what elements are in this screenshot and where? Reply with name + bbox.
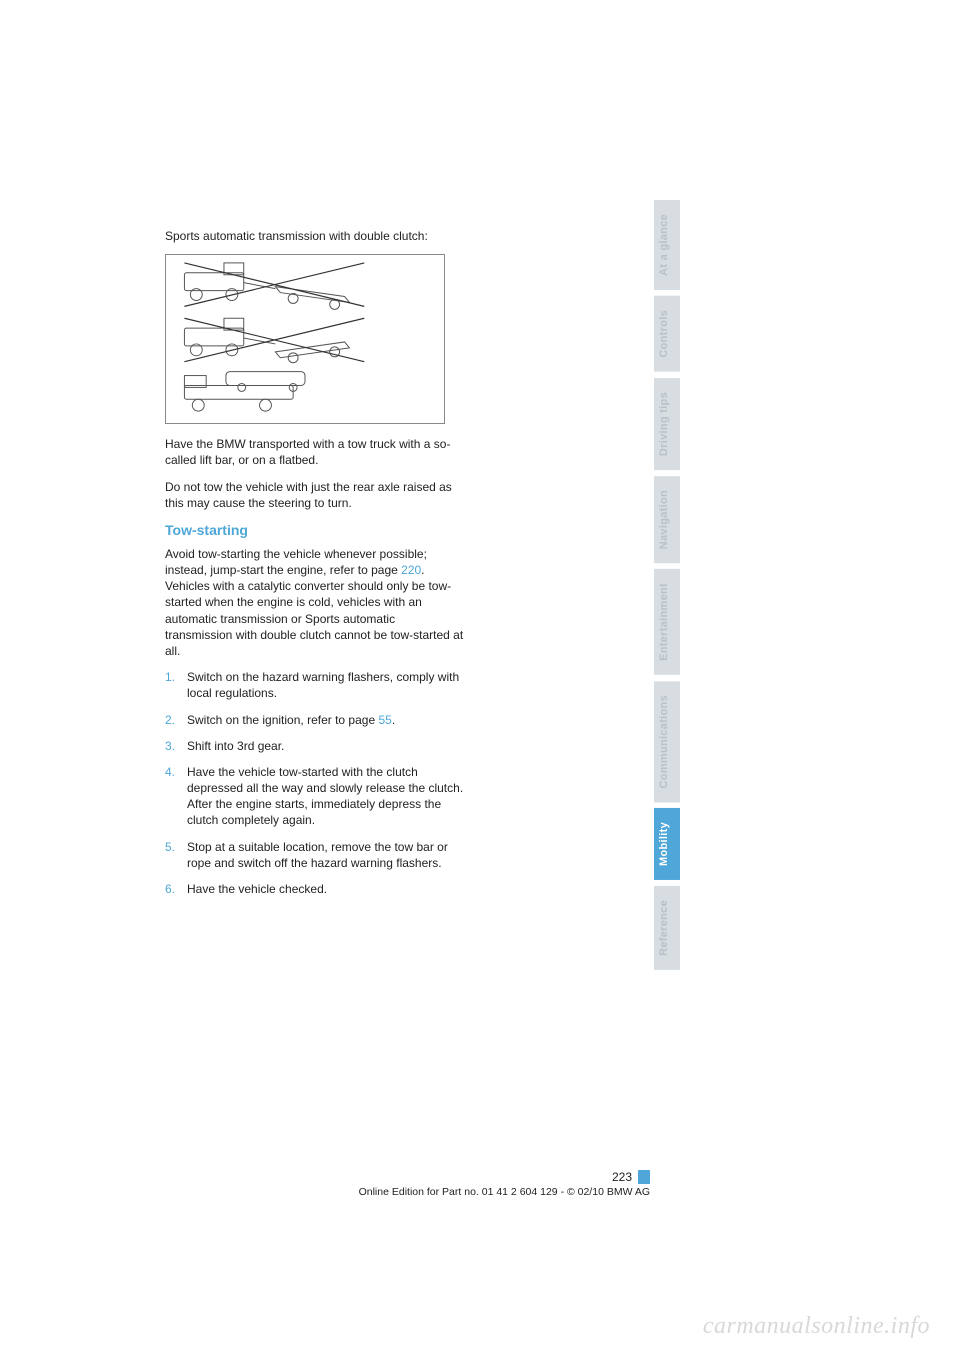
- towing-diagram: [165, 254, 445, 424]
- page-marker-icon: [638, 1170, 650, 1184]
- manual-page: At a glance Controls Driving tips Naviga…: [0, 0, 820, 1240]
- heading-tow-starting: Tow-starting: [165, 521, 465, 540]
- text: Avoid tow-starting the vehicle whenever …: [165, 547, 427, 577]
- list-item: 1. Switch on the hazard warning flashers…: [165, 669, 465, 701]
- tab-mobility[interactable]: Mobility: [654, 808, 680, 880]
- tab-navigation[interactable]: Navigation: [654, 476, 680, 563]
- step-number: 6.: [165, 881, 187, 897]
- tab-controls[interactable]: Controls: [654, 296, 680, 372]
- list-item: 3. Shift into 3rd gear.: [165, 738, 465, 754]
- page-ref-55[interactable]: 55: [378, 713, 391, 727]
- step-text: Have the vehicle checked.: [187, 881, 465, 897]
- page-ref-220[interactable]: 220: [401, 563, 421, 577]
- intro-text: Sports automatic transmission with doubl…: [165, 228, 465, 244]
- paragraph-tow-starting: Avoid tow-starting the vehicle whenever …: [165, 546, 465, 659]
- text: . Vehicles with a catalytic converter sh…: [165, 563, 463, 658]
- list-item: 5. Stop at a suitable location, remove t…: [165, 839, 465, 871]
- step-number: 2.: [165, 712, 187, 728]
- page-footer: 223 Online Edition for Part no. 01 41 2 …: [359, 1170, 650, 1198]
- text: Switch on the ignition, refer to page: [187, 713, 378, 727]
- section-tabs: At a glance Controls Driving tips Naviga…: [654, 200, 680, 970]
- watermark-text: carmanualsonline.info: [703, 1313, 930, 1340]
- page-number: 223: [612, 1170, 632, 1184]
- paragraph-transport: Have the BMW transported with a tow truc…: [165, 436, 465, 468]
- list-item: 2. Switch on the ignition, refer to page…: [165, 712, 465, 728]
- step-text: Have the vehicle tow-started with the cl…: [187, 764, 465, 829]
- steps-list: 1. Switch on the hazard warning flashers…: [165, 669, 465, 897]
- step-text: Shift into 3rd gear.: [187, 738, 465, 754]
- list-item: 4. Have the vehicle tow-started with the…: [165, 764, 465, 829]
- step-text: Switch on the ignition, refer to page 55…: [187, 712, 465, 728]
- step-text: Switch on the hazard warning flashers, c…: [187, 669, 465, 701]
- tab-driving-tips[interactable]: Driving tips: [654, 378, 680, 470]
- tab-reference[interactable]: Reference: [654, 886, 680, 970]
- step-number: 4.: [165, 764, 187, 829]
- paragraph-no-rear-tow: Do not tow the vehicle with just the rea…: [165, 479, 465, 511]
- page-number-row: 223: [359, 1170, 650, 1184]
- edition-line: Online Edition for Part no. 01 41 2 604 …: [359, 1186, 650, 1198]
- text: .: [392, 713, 395, 727]
- tab-at-a-glance[interactable]: At a glance: [654, 200, 680, 290]
- step-text: Stop at a suitable location, remove the …: [187, 839, 465, 871]
- step-number: 3.: [165, 738, 187, 754]
- tab-communications[interactable]: Communications: [654, 681, 680, 802]
- tab-entertainment[interactable]: Entertainment: [654, 569, 680, 675]
- content-column: Sports automatic transmission with doubl…: [165, 228, 465, 907]
- step-number: 1.: [165, 669, 187, 701]
- step-number: 5.: [165, 839, 187, 871]
- list-item: 6. Have the vehicle checked.: [165, 881, 465, 897]
